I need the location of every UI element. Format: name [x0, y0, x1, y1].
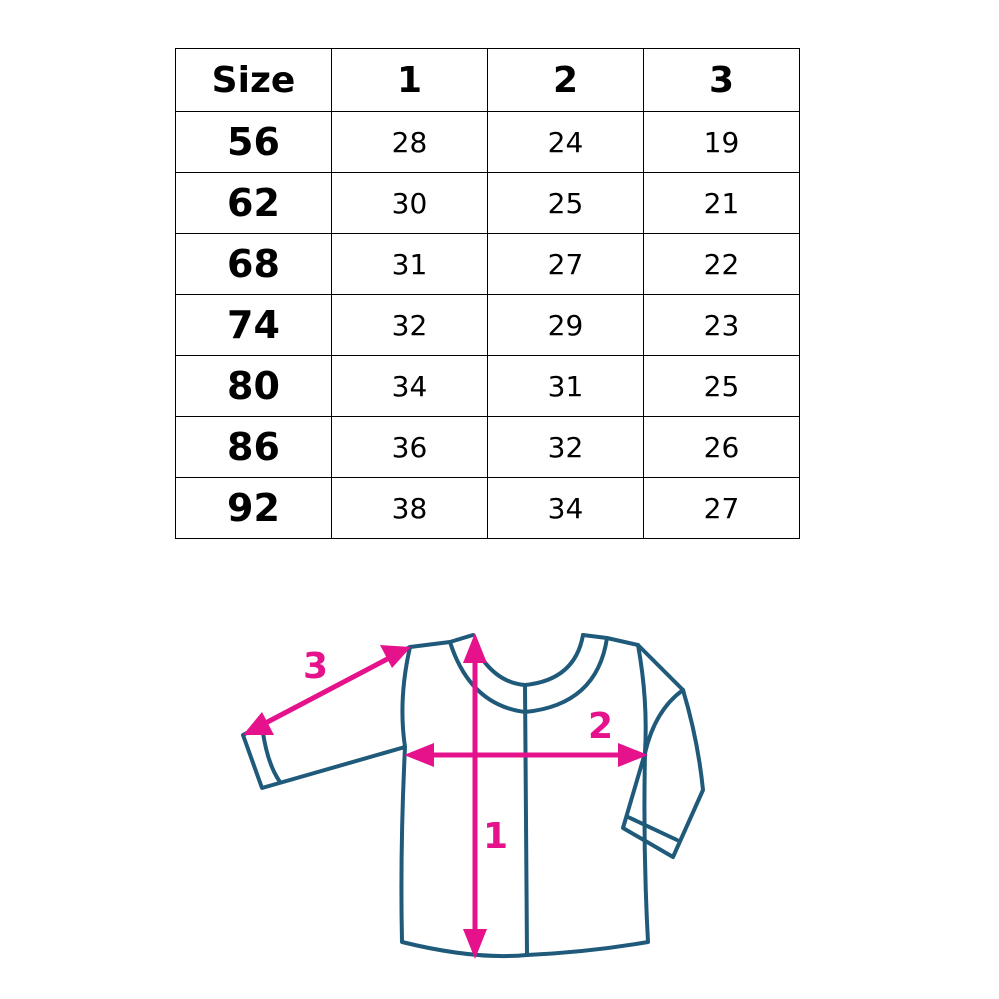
- size-cell: 92: [175, 477, 332, 539]
- measure-arrows: [243, 633, 648, 959]
- measure-1-cell: 31: [331, 233, 488, 295]
- header-measure-1: 1: [331, 48, 488, 112]
- measure-1-cell: 36: [331, 416, 488, 478]
- table-row: 62 30 25 21: [175, 172, 800, 234]
- table-row: 86 36 32 26: [175, 416, 800, 478]
- label-length: 1: [483, 816, 508, 857]
- size-cell: 86: [175, 416, 332, 478]
- header-measure-2: 2: [487, 48, 644, 112]
- measure-1-cell: 30: [331, 172, 488, 234]
- measure-2-cell: 25: [487, 172, 644, 234]
- label-chest: 2: [588, 706, 613, 747]
- size-cell: 74: [175, 294, 332, 356]
- measure-3-cell: 26: [643, 416, 800, 478]
- header-size: Size: [175, 48, 332, 112]
- measure-2-cell: 31: [487, 355, 644, 417]
- table-row: 74 32 29 23: [175, 294, 800, 356]
- table-row: 92 38 34 27: [175, 477, 800, 539]
- measure-1-cell: 32: [331, 294, 488, 356]
- sleeve-arrow: [256, 652, 397, 730]
- measure-3-cell: 21: [643, 172, 800, 234]
- measure-3-cell: 23: [643, 294, 800, 356]
- measure-2-cell: 32: [487, 416, 644, 478]
- size-chart-table: Size 1 2 3 56 28 24 19 62 30 25 21 68 31 27 22 74 32 2…: [175, 48, 800, 539]
- size-cell: 62: [175, 172, 332, 234]
- label-sleeve: 3: [303, 646, 328, 687]
- table-row: 80 34 31 25: [175, 355, 800, 417]
- table-row: 56 28 24 19: [175, 111, 800, 173]
- measure-3-cell: 25: [643, 355, 800, 417]
- size-cell: 80: [175, 355, 332, 417]
- measure-1-cell: 28: [331, 111, 488, 173]
- measure-1-cell: 34: [331, 355, 488, 417]
- measure-3-cell: 27: [643, 477, 800, 539]
- table-row: 68 31 27 22: [175, 233, 800, 295]
- size-cell: 68: [175, 233, 332, 295]
